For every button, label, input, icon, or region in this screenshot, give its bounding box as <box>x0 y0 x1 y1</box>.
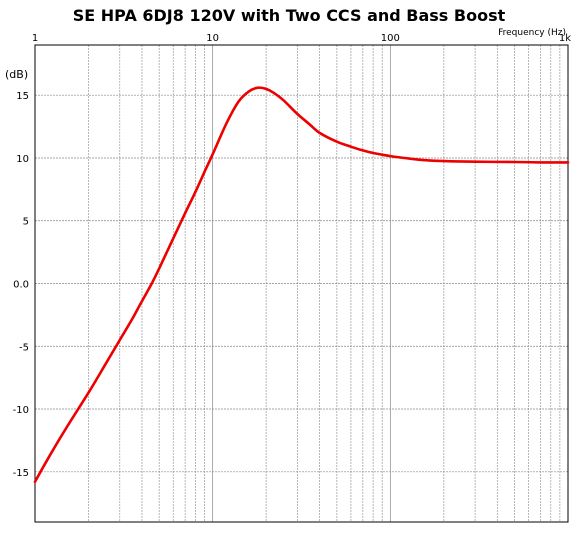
x-tick-label: 1 <box>32 33 38 44</box>
frequency-response-line <box>33 86 570 484</box>
y-tick-label: 5 <box>23 217 29 228</box>
x-tick-label: 10 <box>206 33 219 44</box>
chart-title: SE HPA 6DJ8 120V with Two CCS and Bass B… <box>72 6 506 25</box>
y-axis-label: (dB) <box>5 68 29 81</box>
x-axis-label: Frequency (Hz) <box>498 28 566 38</box>
plot-frame <box>34 44 569 523</box>
y-tick-labels: 15 10 5 0.0 -5 -10 -15 <box>13 91 29 479</box>
x-tick-labels: 1 10 100 1k <box>32 33 571 44</box>
y-tick-label: -5 <box>19 342 29 353</box>
series <box>33 86 570 484</box>
x-tick-label: 100 <box>381 33 400 44</box>
y-tick-label: 0.0 <box>13 280 29 291</box>
x-tick-label: 1k <box>559 33 571 44</box>
y-tick-label: -15 <box>13 468 29 479</box>
y-tick-label: 15 <box>16 91 29 102</box>
y-tick-label: -10 <box>13 405 29 416</box>
y-tick-label: 10 <box>16 154 29 165</box>
grid <box>34 45 568 522</box>
